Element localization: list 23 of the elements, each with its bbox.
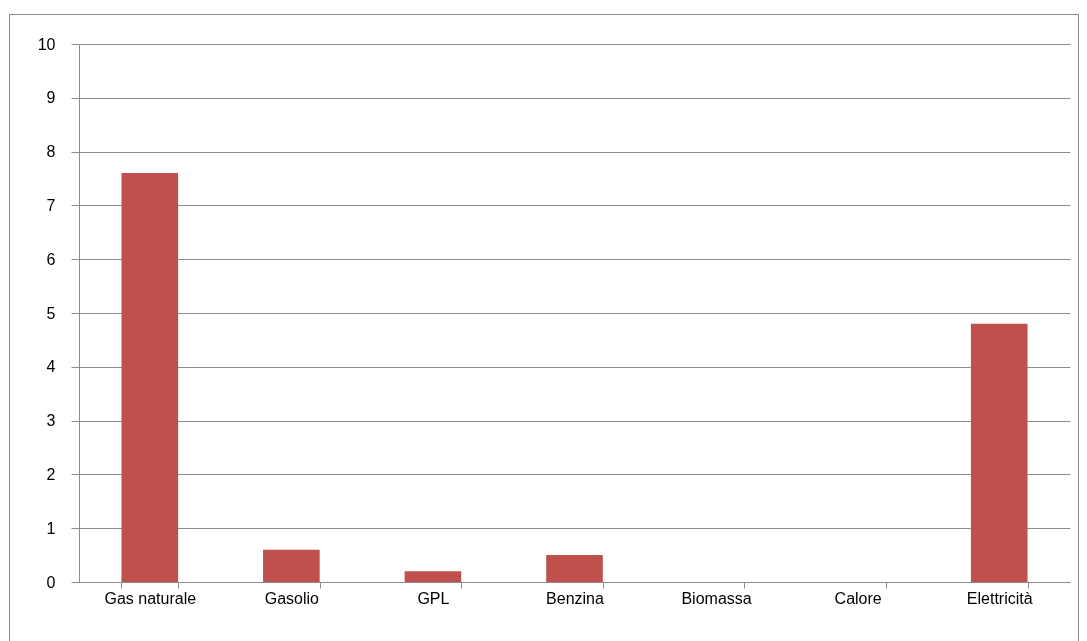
y-tick-label: 6: [46, 250, 56, 268]
y-tick-label: 4: [46, 358, 56, 376]
x-tick-label: Gas naturale: [104, 589, 197, 607]
bar: [404, 571, 462, 582]
x-tick-label: GPL: [417, 589, 450, 607]
y-tick-label: 1: [46, 519, 56, 537]
x-tick-label: Calore: [834, 589, 882, 607]
y-tick-label: 8: [46, 143, 56, 161]
y-tick-label: 9: [46, 89, 56, 107]
bar: [121, 173, 179, 582]
y-tick-label: 5: [46, 304, 56, 322]
bar: [970, 323, 1028, 582]
y-tick-label: 3: [46, 412, 56, 430]
y-tick-label: 0: [46, 573, 56, 591]
x-tick-label: Gasolio: [264, 589, 320, 607]
y-tick-label: 7: [46, 196, 56, 214]
bar: [263, 549, 320, 582]
x-tick-label: Biomassa: [681, 589, 752, 607]
y-tick-label: 2: [46, 465, 56, 483]
x-tick-label: Benzina: [546, 589, 605, 607]
x-tick-label: Elettricità: [966, 589, 1033, 607]
bar: [546, 555, 603, 582]
y-tick-label: 10: [37, 35, 56, 53]
